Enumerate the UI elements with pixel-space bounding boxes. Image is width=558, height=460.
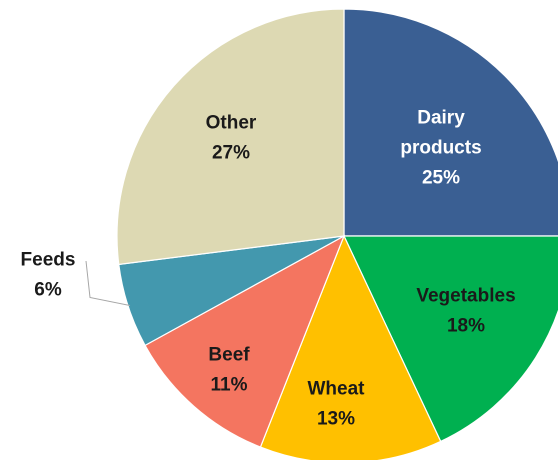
pie-name-label-wheat-0: Wheat (308, 379, 366, 400)
pie-slice-dairy-products (343, 8, 558, 237)
pie-name-label-dairy-products-0: Dairy (417, 108, 465, 129)
pie-pct-label-feeds: 6% (34, 280, 62, 301)
pie-slice-wheat (259, 234, 442, 460)
pie-slice-beef (144, 234, 346, 448)
pie-labels: Dairy products 25% Vegetables 18% Wheat 13% Bee… (21, 108, 516, 430)
pie-name-label-feeds-0: Feeds (21, 250, 76, 271)
pie-slices (116, 8, 558, 460)
pie-pct-label-other: 27% (212, 143, 250, 164)
pie-pct-label-dairy-products: 25% (422, 168, 460, 189)
pie-pct-label-vegetables: 18% (447, 316, 485, 337)
pie-name-label-other-0: Other (206, 113, 257, 134)
pie-name-label-vegetables-0: Vegetables (416, 286, 515, 307)
pie-pct-label-beef: 11% (211, 375, 248, 396)
pie-name-label-beef-0: Beef (208, 345, 250, 366)
pie-slice-other (116, 8, 345, 266)
pie-slice-vegetables (343, 235, 558, 443)
leader-line-feeds (85, 260, 131, 306)
pie-name-label-dairy-products-1: products (400, 138, 481, 159)
pie-pct-label-wheat: 13% (317, 409, 355, 430)
